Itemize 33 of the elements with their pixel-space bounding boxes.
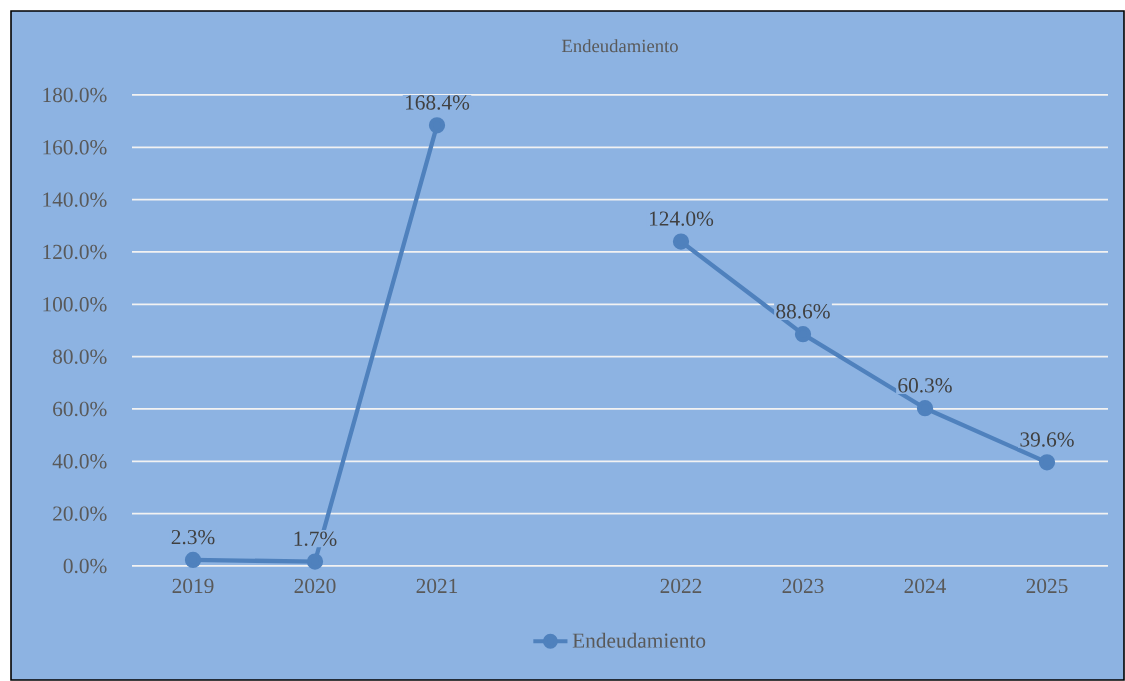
- data-label: 1.7%: [294, 531, 337, 546]
- y-tick-label: 180.0%: [43, 87, 107, 103]
- data-label: 168.4%: [406, 95, 470, 110]
- y-tick-label: 60.0%: [53, 401, 107, 417]
- data-label: 60.3%: [898, 378, 952, 393]
- point: [1038, 454, 1056, 471]
- x-tick-label: 2023: [782, 578, 824, 594]
- y-tick-label: 40.0%: [52, 454, 107, 469]
- y-tick-label: 140.0%: [43, 192, 107, 207]
- x-tick-label: 2024: [904, 578, 946, 594]
- data-label: 39.6%: [1020, 432, 1074, 447]
- legend-label: Endeudamiento: [572, 632, 706, 648]
- point: [916, 400, 934, 417]
- x-tick-label: 2025: [1026, 578, 1068, 594]
- point: [306, 553, 324, 570]
- data-label: 124.0%: [650, 211, 714, 226]
- point: [672, 233, 690, 250]
- x-tick-label: 2019: [172, 578, 214, 594]
- data-label: 2.3%: [171, 529, 215, 545]
- point: [794, 326, 812, 343]
- point: [184, 551, 202, 569]
- y-tick-label: 0.0%: [63, 558, 107, 574]
- x-tick-label: 2022: [660, 578, 702, 594]
- x-tick-label: 2020: [294, 578, 336, 594]
- y-tick-label: 160.0%: [43, 140, 107, 155]
- data-label: 88.6%: [776, 304, 830, 319]
- y-tick-label: 80.0%: [53, 349, 107, 364]
- y-tick-label: 20.0%: [53, 506, 107, 521]
- y-tick-label: 120.0%: [43, 244, 107, 260]
- point: [428, 117, 446, 134]
- chart-title: Endeudamiento: [561, 39, 678, 53]
- x-tick-label: 2021: [416, 578, 458, 594]
- y-tick-label: 100.0%: [43, 297, 107, 312]
